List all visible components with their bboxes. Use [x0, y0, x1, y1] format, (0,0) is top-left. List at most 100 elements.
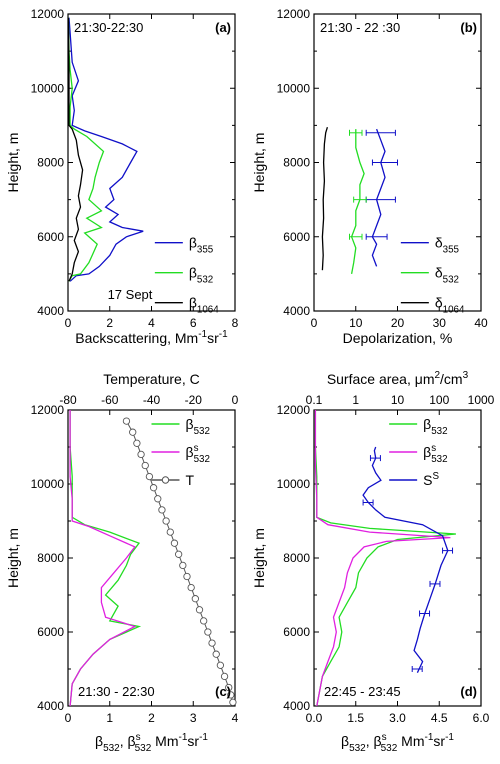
x-tick-label: 30: [433, 316, 447, 330]
temperature-marker: [158, 506, 166, 514]
y-tick-label: 10000: [31, 81, 65, 95]
top-x-tick-label: 1000: [468, 393, 495, 407]
y-tick-label: 6000: [283, 230, 310, 244]
time-label-bottom: 21:30 - 22:30: [78, 684, 155, 699]
y-tick-label: 6000: [283, 625, 310, 639]
x-tick-label: 0: [65, 711, 72, 725]
top-x-tick-label: -20: [185, 393, 203, 407]
x-tick-label: 20: [391, 316, 405, 330]
temperature-marker: [191, 595, 199, 603]
temperature-marker: [154, 495, 162, 503]
temperature-marker: [122, 417, 131, 425]
y-tick-label: 12000: [31, 7, 65, 21]
y-tick-label: 6000: [37, 625, 64, 639]
top-x-tick-label: -40: [143, 393, 161, 407]
panel-label: (a): [215, 20, 231, 35]
series-line-1: [314, 410, 451, 706]
temperature-marker: [141, 461, 149, 470]
series-line-2: [68, 17, 84, 282]
x-tick-label: 8: [232, 316, 239, 330]
surface-area-line: [362, 446, 449, 673]
temperature-marker: [229, 698, 237, 706]
legend-label: δ355: [435, 235, 460, 256]
y-tick-label: 4000: [283, 699, 310, 713]
legend-label: β355: [189, 235, 214, 256]
legend-label: βs 532: [186, 443, 210, 465]
y-axis-title: Height, m: [5, 133, 21, 193]
y-tick-label: 4000: [37, 304, 64, 318]
y-tick-label: 10000: [277, 81, 311, 95]
x-axis-title: Depolarization, %: [343, 330, 453, 346]
y-tick-label: 6000: [37, 230, 64, 244]
time-label: 21:30-22:30: [74, 20, 143, 35]
top-x-tick-label: -80: [59, 393, 77, 407]
temperature-marker: [129, 428, 137, 436]
y-tick-label: 10000: [277, 477, 311, 491]
legend-label: βs 532: [423, 443, 447, 465]
temperature-marker: [170, 539, 179, 547]
panel-label: (d): [460, 684, 477, 699]
x-tick-label: 4: [148, 316, 155, 330]
x-tick-label: 4: [232, 711, 239, 725]
temperature-marker: [179, 561, 187, 570]
y-tick-label: 10000: [31, 477, 65, 491]
x-tick-label: 3.0: [389, 711, 406, 725]
y-tick-label: 12000: [31, 403, 65, 417]
panel-label: (b): [460, 20, 477, 35]
y-tick-label: 8000: [283, 156, 310, 170]
temperature-marker: [187, 583, 195, 592]
top-x-tick-label: 1: [352, 393, 359, 407]
temperature-marker: [195, 606, 204, 614]
legend-marker: [161, 476, 170, 484]
top-x-tick-label: 10: [391, 393, 405, 407]
x-tick-label: 6: [190, 316, 197, 330]
y-tick-label: 8000: [283, 551, 310, 565]
panel-a: 4000 6000 8000 10000 12000 0 2 4 6 8 Height, m Back…: [5, 7, 239, 346]
panel-label: (c): [215, 684, 231, 699]
temperature-marker: [162, 517, 170, 525]
x-tick-label: 0: [311, 316, 318, 330]
x-tick-label: 6.0: [473, 711, 490, 725]
plot-frame: [313, 409, 482, 707]
x-axis-title: Backscattering, Mm-1sr-1: [75, 329, 228, 346]
legend-label: β532: [186, 416, 210, 437]
series-line-1: [68, 17, 105, 282]
temperature-marker: [145, 472, 154, 481]
top-x-tick-label: -60: [101, 393, 119, 407]
temperature-marker: [183, 572, 191, 581]
y-tick-label: 8000: [37, 551, 64, 565]
top-x-tick-label: 100: [429, 393, 449, 407]
x-tick-label: 2: [106, 316, 113, 330]
series-line-0: [69, 410, 142, 706]
x-axis-title: β532, βs 532 Mm-1sr-1: [341, 732, 454, 754]
temperature-marker: [174, 550, 183, 558]
plot-frame: [67, 13, 236, 312]
top-x-axis-title: Temperature, C: [103, 371, 199, 387]
temperature-marker: [137, 450, 145, 459]
panel-c: 4000 6000 8000 10000 12000 0 1 2 3 4 Height, m β532…: [5, 371, 239, 754]
y-tick-label: 12000: [277, 403, 311, 417]
temperature-marker: [225, 683, 233, 692]
temperature-marker: [166, 528, 174, 536]
y-axis-title: Height, m: [5, 528, 21, 588]
panel-d: 4000 6000 8000 10000 12000 0.0 1.5 3.0 4.5 6.0 Hei…: [251, 370, 495, 754]
legend: β355 β532 β1064: [154, 235, 219, 316]
series-line-1: [69, 410, 137, 706]
temperature-marker: [149, 484, 158, 492]
x-tick-label: 10: [349, 316, 363, 330]
legend-label: β1064: [189, 295, 219, 316]
top-x-tick-label: 0.1: [306, 393, 323, 407]
x-tick-label: 1: [106, 711, 113, 725]
y-tick-label: 12000: [277, 7, 311, 21]
top-x-axis-title: Surface area, μm2/cm3: [327, 370, 469, 387]
legend-label: T: [186, 472, 195, 488]
legend: β532 βs 532 T: [151, 416, 210, 488]
x-tick-label: 4.5: [431, 711, 448, 725]
legend-label: SS: [423, 471, 439, 488]
legend-label: δ1064: [435, 295, 465, 316]
x-tick-label: 2: [148, 711, 155, 725]
x-axis-title: β532, βs 532 Mm-1sr-1: [95, 732, 208, 754]
y-tick-label: 8000: [37, 156, 64, 170]
y-tick-label: 4000: [37, 699, 64, 713]
